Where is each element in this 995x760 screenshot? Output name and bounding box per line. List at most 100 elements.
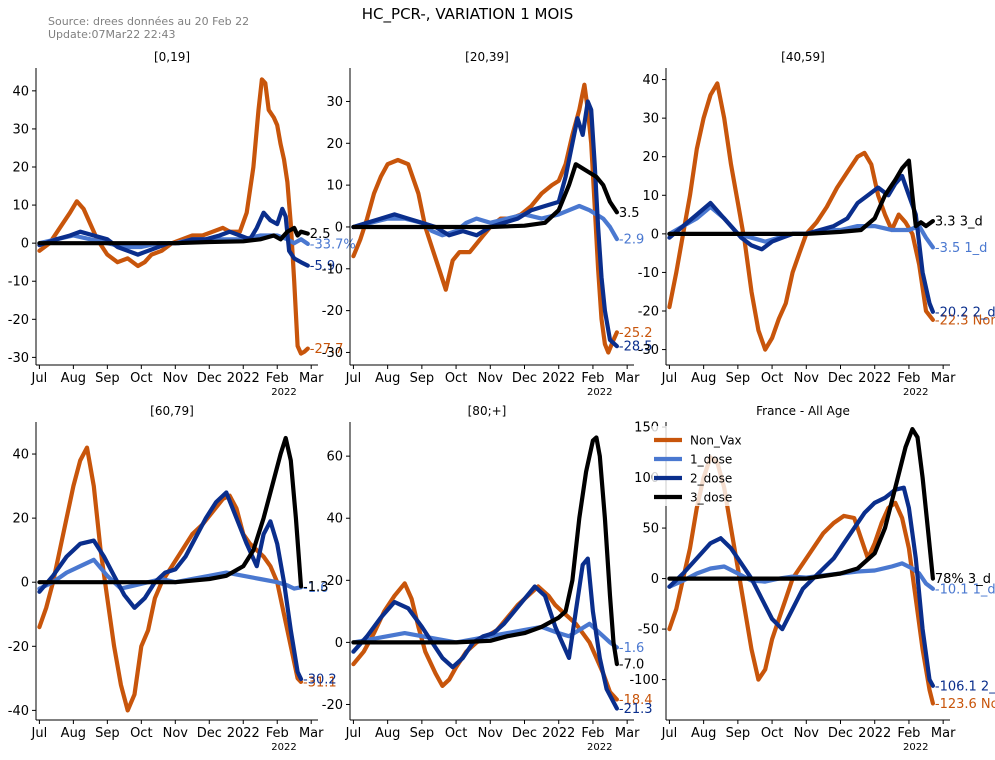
series-line-non-vax [37,77,310,356]
x-tick-label: Feb [581,371,604,386]
end-value-label: -21.3 [619,702,653,717]
end-value-label: 3.3 3_d [935,215,983,230]
x-offset-label: 2022 [903,742,928,753]
series-line-2-dose [351,556,619,711]
y-tick-label: 30 [642,112,659,127]
x-tick-label: Sep [726,371,751,386]
series-line-2-dose [351,99,619,349]
x-tick-label: Oct [130,726,152,741]
x-tick-label: Dec [197,371,222,386]
x-tick-label: Dec [828,371,853,386]
x-tick-label: Sep [95,371,120,386]
panel-title: [0,19] [154,50,190,64]
x-tick-label: Sep [95,726,120,741]
legend-label: 1_dose [690,453,732,467]
end-value-label: -27.7 [310,342,344,357]
x-offset-label: 2022 [271,387,296,398]
panel-title: [20,39] [465,50,509,64]
end-value-label: -1.6 [619,641,644,656]
legend-label: 2_dose [690,472,732,486]
x-tick-label: Mar [299,371,324,386]
x-tick-label: Feb [897,371,920,386]
series-line-3-dose [351,435,619,667]
end-value-label: -1.6 [303,581,328,596]
end-value-label: -30.2 [303,672,337,687]
x-offset-label: 2022 [587,387,612,398]
end-value-label: -33.7% [310,237,356,252]
end-value-label: -7.0 [619,658,644,673]
series-line-non-vax [667,81,935,352]
end-value-label: -5.9 [310,259,335,274]
end-value-label: -10.1 1_d [935,582,995,597]
y-tick-label: 60 [326,450,343,465]
x-tick-label: Nov [478,726,504,741]
y-tick-label: 10 [12,199,29,214]
x-tick-label: 2022 [858,371,891,386]
x-tick-label: Feb [897,726,920,741]
end-value-label: -106.1 2_d [935,679,995,694]
series-line-3-dose [37,225,310,246]
x-tick-label: Mar [615,726,640,741]
x-tick-label: Feb [266,371,289,386]
x-tick-label: Dec [828,726,853,741]
x-tick-label: 2022 [227,726,260,741]
panel-title: [80;+] [468,404,507,418]
end-value-label: -1.3 [303,580,328,595]
y-tick-label: -20 [8,640,29,655]
x-tick-label: Dec [512,371,537,386]
y-tick-label: 0 [651,227,659,242]
y-tick-label: -100 [629,673,659,688]
x-tick-label: Nov [794,371,820,386]
y-tick-label: 40 [12,84,29,99]
end-value-label: -18.4 [619,693,653,708]
x-tick-label: Aug [375,371,400,386]
end-value-label: -22.3 Non [935,313,995,328]
y-tick-label: -10 [322,262,343,277]
end-value-label: 78% 3_d [935,572,991,587]
y-tick-label: -30 [8,351,29,366]
y-tick-label: -20 [8,313,29,328]
source-note: Source: drees données au 20 Feb 22 Updat… [48,15,249,41]
x-tick-label: Mar [299,726,324,741]
series-line-2-dose [667,485,935,688]
x-tick-label: Nov [478,371,504,386]
y-tick-label: 30 [326,95,343,110]
x-offset-label: 2022 [271,742,296,753]
series-line-3-dose [351,162,619,230]
x-tick-label: Jul [31,726,48,741]
x-tick-label: Nov [794,726,820,741]
y-tick-label: 40 [642,73,659,88]
x-tick-label: Aug [691,726,716,741]
panel-title: [40,59] [781,50,825,64]
end-value-label: 2.5 [310,227,331,242]
series-line-3-dose [667,427,935,581]
x-tick-label: Dec [197,726,222,741]
panel-title: France - All Age [756,404,850,418]
chart-panel: [40,59] -30 -20 -10 0 10 20 30 40 Jul Aug Sep Oct Nov… [638,50,995,398]
chart-panel: [20,39] -30 -20 -10 0 10 20 30 Jul Aug Sep Oct Nov De… [322,50,653,398]
series-line-2-dose [667,173,935,314]
x-tick-label: Mar [931,371,956,386]
x-tick-label: 2022 [227,371,260,386]
y-tick-label: 20 [642,150,659,165]
x-tick-label: Oct [761,726,783,741]
x-tick-label: Aug [61,371,86,386]
y-tick-label: 20 [326,574,343,589]
y-tick-label: 10 [642,189,659,204]
x-tick-label: Oct [445,371,467,386]
x-tick-label: Feb [266,726,289,741]
y-tick-label: 0 [21,576,29,591]
end-value-label: -25.2 [619,326,653,341]
x-tick-label: Jul [31,371,48,386]
series-line-2-dose [37,206,310,268]
y-tick-label: -50 [638,623,659,638]
y-tick-label: 20 [12,512,29,527]
x-tick-label: 2022 [858,726,891,741]
update-line: Update:07Mar22 22:43 [48,28,176,41]
y-tick-label: -20 [322,698,343,713]
source-line: Source: drees données au 20 Feb 22 [48,15,250,28]
x-tick-label: Sep [726,726,751,741]
end-value-label: -20.2 2_d [935,305,995,320]
end-value-label: 3.5 [619,206,640,221]
